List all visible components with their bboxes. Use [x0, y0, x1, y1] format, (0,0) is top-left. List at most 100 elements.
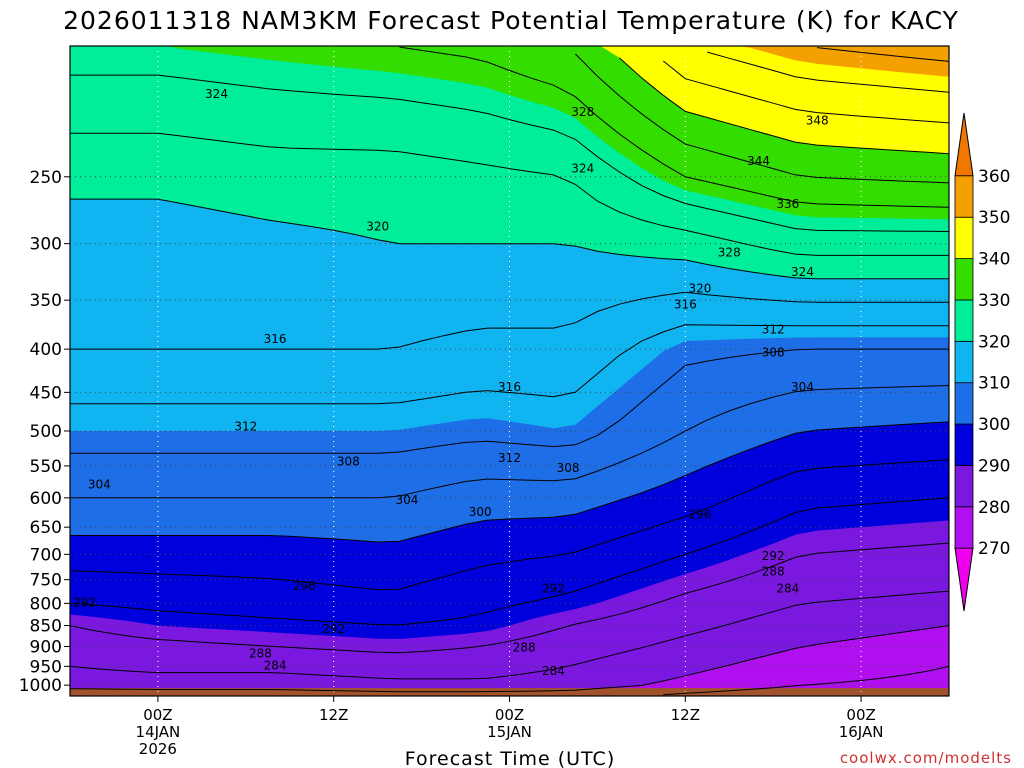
y-tick-label: 1000 [19, 676, 62, 696]
contour-label: 328 [718, 245, 741, 259]
contour-line-316 [70, 291, 949, 350]
contour-label-text: 300 [469, 505, 492, 519]
colorbar-segment [954, 216, 974, 259]
x-tick-label: 15JAN [487, 723, 532, 741]
x-tick-label: 16JAN [839, 723, 884, 741]
contour-label-text: 328 [718, 245, 741, 259]
colorbar-high-triangle [954, 112, 974, 177]
ground-terrain [70, 688, 949, 696]
y-tick-label: 700 [30, 545, 62, 565]
colorbar-label: 350 [978, 208, 1010, 228]
contour-label-text: 284 [542, 664, 565, 678]
y-tick-label: 800 [30, 594, 62, 614]
contour-label: 312 [498, 451, 521, 465]
contour-label-text: 312 [762, 322, 785, 336]
colorbar: 270 280 290 300 310 320 330 340 350 360 [954, 112, 1010, 612]
contour-label-text: 292 [322, 622, 345, 636]
y-tick-label: 350 [30, 291, 62, 311]
contour-label: 316 [498, 380, 521, 394]
contour-label-text: 316 [264, 332, 287, 346]
contour-label-text: 324 [205, 87, 228, 101]
x-tick-label: 12Z [671, 706, 700, 724]
colorbar-segment [954, 506, 974, 549]
contour-label: 304 [395, 493, 418, 507]
colorbar-label: 310 [978, 374, 1010, 394]
y-tick-label: 600 [30, 489, 62, 509]
contour-label-text: 288 [762, 564, 785, 578]
colorbar-label: 290 [978, 456, 1010, 476]
contour-label-text: 324 [791, 265, 814, 279]
contour-label-text: 312 [498, 451, 521, 465]
ground-layer [70, 688, 949, 696]
contour-label: 320 [688, 282, 711, 296]
grid-layer [70, 46, 949, 696]
contour-label: 336 [776, 197, 799, 211]
y-tick-label: 950 [30, 657, 62, 677]
colorbar-label: 360 [978, 167, 1010, 187]
contour-label: 344 [747, 154, 770, 168]
contour-label-text: 348 [806, 113, 829, 127]
color-fill-layer [70, 46, 949, 696]
contour-layer [70, 46, 949, 696]
y-tick-label: 400 [30, 340, 62, 360]
contour-label: 288 [762, 564, 785, 578]
contour-line-300 [70, 421, 949, 543]
contour-line-348 [707, 51, 949, 93]
color-band-above-340 [600, 46, 949, 154]
y-tick-label: 900 [30, 638, 62, 658]
contour-label-text: 336 [776, 197, 799, 211]
contour-line-308 [70, 348, 949, 454]
colorbar-segment [954, 175, 974, 218]
contour-label-text: 288 [249, 647, 272, 661]
contour-label-text: 288 [513, 641, 536, 655]
contour-label-text: 296 [688, 508, 711, 522]
colorbar-label: 340 [978, 250, 1010, 270]
contour-line-332 [399, 46, 949, 208]
colorbar-segment [954, 465, 974, 508]
contour-label: 304 [791, 380, 814, 394]
contour-label-text: 284 [264, 658, 287, 672]
y-tick-label: 650 [30, 518, 62, 538]
x-tick-label: 00Z [143, 706, 172, 724]
contour-label: 284 [776, 581, 799, 595]
contour-label: 292 [542, 581, 565, 595]
contour-label: 284 [542, 664, 565, 678]
contour-label-text: 312 [234, 419, 257, 433]
x-tick-label: 14JAN [136, 723, 181, 741]
contour-label-text: 296 [293, 579, 316, 593]
contour-line-304 [70, 385, 949, 499]
contour-label: 316 [264, 332, 287, 346]
contour-label-text: 292 [542, 581, 565, 595]
contour-label: 324 [571, 161, 594, 175]
x-tick-label: 2026 [139, 740, 177, 758]
contour-label-text: 308 [762, 346, 785, 360]
contour-label: 312 [234, 419, 257, 433]
contour-label-text: 292 [73, 595, 96, 609]
contour-label: 316 [674, 297, 697, 311]
color-band-above-350 [740, 46, 949, 77]
colorbar-segment [954, 340, 974, 384]
contour-label: 324 [791, 265, 814, 279]
contour-label: 308 [337, 455, 360, 469]
y-tick-label: 850 [30, 617, 62, 637]
contour-label: 292 [322, 622, 345, 636]
colorbar-label: 300 [978, 415, 1010, 435]
contour-label-text: 344 [747, 154, 770, 168]
contour-line-312 [70, 324, 949, 405]
contour-label: 308 [762, 346, 785, 360]
colorbar-label: 270 [978, 539, 1010, 559]
credit-text: coolwx.com/modelts [840, 749, 1012, 767]
x-tick-label: 00Z [495, 706, 524, 724]
colorbar-segment [954, 258, 974, 301]
contour-label-text: 320 [366, 219, 389, 233]
contour-line-280 [70, 625, 949, 693]
contour-line-336 [575, 53, 949, 184]
contour-label: 312 [762, 322, 785, 336]
contour-label: 296 [688, 508, 711, 522]
contour-line-288 [70, 542, 949, 654]
contour-label-text: 316 [674, 297, 697, 311]
contour-label: 296 [293, 579, 316, 593]
plot-area: 3243283243483443363283243203163203163123… [69, 45, 950, 697]
